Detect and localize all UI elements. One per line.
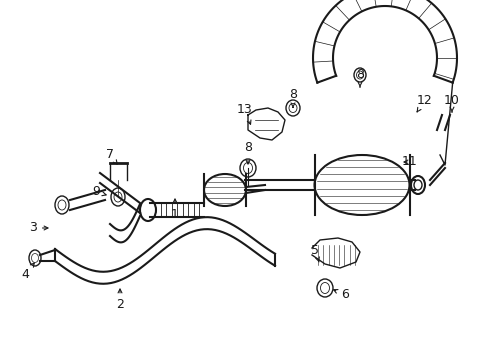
Text: 5: 5 (310, 243, 319, 262)
Text: 9: 9 (92, 185, 106, 198)
Text: 13: 13 (237, 104, 252, 124)
Text: 12: 12 (416, 94, 432, 112)
Text: 10: 10 (443, 94, 459, 112)
Text: 4: 4 (21, 263, 34, 282)
Text: 1: 1 (171, 199, 179, 221)
Text: 6: 6 (333, 288, 348, 301)
Text: 8: 8 (244, 141, 251, 164)
Text: 8: 8 (288, 89, 296, 107)
Text: 8: 8 (355, 68, 363, 87)
Text: 3: 3 (29, 221, 48, 234)
Text: 7: 7 (106, 148, 117, 164)
Text: 2: 2 (116, 289, 123, 311)
Text: 11: 11 (401, 156, 417, 168)
